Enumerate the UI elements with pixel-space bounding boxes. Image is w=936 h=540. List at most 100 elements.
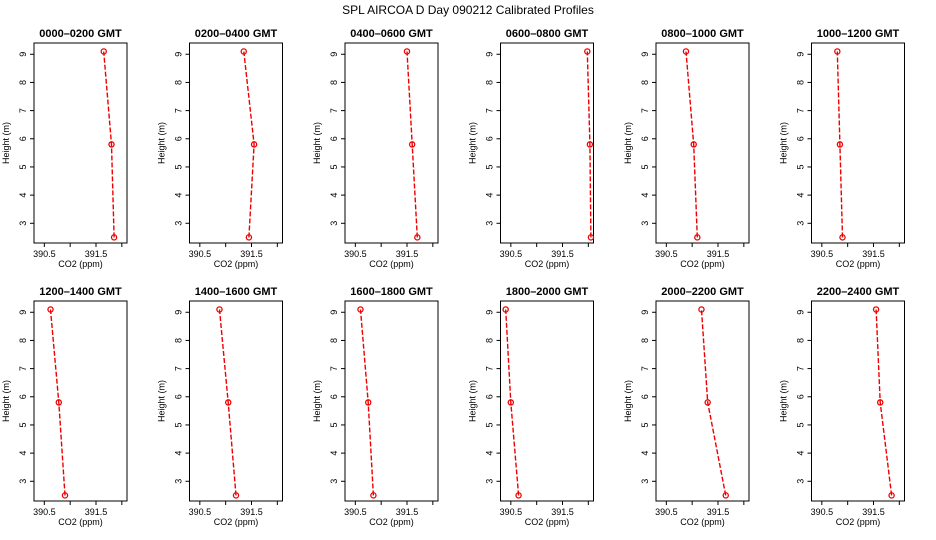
profile-line xyxy=(243,51,255,238)
x-tick-label: 390.5 xyxy=(811,249,834,259)
y-tick-label: 5 xyxy=(174,164,184,169)
x-axis-label: CO2 (ppm) xyxy=(369,259,414,269)
y-tick-label: 4 xyxy=(640,451,650,456)
x-tick-label: 390.5 xyxy=(500,507,523,517)
y-axis-label: Height (m) xyxy=(1,380,11,422)
y-tick-label: 4 xyxy=(796,193,806,198)
x-axis-label: CO2 (ppm) xyxy=(58,517,103,527)
y-tick-label: 7 xyxy=(485,366,495,371)
data-point xyxy=(584,48,591,55)
data-point xyxy=(232,492,240,499)
y-tick-label: 7 xyxy=(18,366,28,371)
data-point xyxy=(515,492,522,499)
y-tick-label: 9 xyxy=(329,310,339,315)
x-tick-label: 390.5 xyxy=(500,249,523,259)
y-tick-label: 4 xyxy=(796,451,806,456)
y-tick-label: 6 xyxy=(18,136,28,141)
y-tick-label: 7 xyxy=(329,366,339,371)
plot-frame xyxy=(344,42,439,244)
y-tick-label: 7 xyxy=(174,366,184,371)
y-tick-label: 8 xyxy=(796,338,806,343)
profile-line xyxy=(700,309,727,496)
y-tick-label: 5 xyxy=(174,422,184,427)
panel-title: 2200–2400 GMT xyxy=(817,286,900,298)
data-point xyxy=(839,234,846,241)
x-tick-label: 390.5 xyxy=(33,507,56,517)
data-point xyxy=(888,492,895,499)
y-tick-label: 3 xyxy=(329,221,339,226)
panel-title: 0400–0600 GMT xyxy=(350,28,433,40)
y-axis-label: Height (m) xyxy=(468,380,478,422)
y-tick-label: 5 xyxy=(18,164,28,169)
x-tick-label: 390.5 xyxy=(189,507,212,517)
y-tick-label: 7 xyxy=(485,108,495,113)
y-tick-label: 8 xyxy=(640,338,650,343)
data-point xyxy=(364,399,372,406)
y-tick-label: 3 xyxy=(640,479,650,484)
y-tick-label: 7 xyxy=(640,108,650,113)
profile-line xyxy=(505,309,520,496)
y-tick-label: 4 xyxy=(174,451,184,456)
profile-line xyxy=(875,309,893,496)
x-tick-label: 390.5 xyxy=(33,249,56,259)
x-tick-label: 391.5 xyxy=(396,507,419,517)
y-tick-label: 5 xyxy=(485,164,495,169)
y-axis-label: Height (m) xyxy=(623,122,633,164)
y-tick-label: 9 xyxy=(485,310,495,315)
y-tick-label: 6 xyxy=(174,136,184,141)
panel-title: 1000–1200 GMT xyxy=(817,28,900,40)
data-point xyxy=(834,48,841,55)
y-tick-label: 6 xyxy=(796,394,806,399)
y-tick-label: 9 xyxy=(796,310,806,315)
x-axis-label: CO2 (ppm) xyxy=(214,517,259,527)
data-point xyxy=(250,141,258,148)
y-axis-label: Height (m) xyxy=(623,380,633,422)
data-point xyxy=(55,399,63,406)
x-tick-label: 390.5 xyxy=(811,507,834,517)
data-point xyxy=(507,399,515,406)
data-point xyxy=(876,399,884,406)
profile-line xyxy=(586,51,592,238)
plot-frame xyxy=(811,300,905,502)
figure-title: SPL AIRCOA D Day 090212 Calibrated Profi… xyxy=(342,3,594,17)
x-axis-label: CO2 (ppm) xyxy=(525,517,570,527)
y-tick-label: 6 xyxy=(485,136,495,141)
x-tick-label: 390.5 xyxy=(189,249,212,259)
x-tick-label: 390.5 xyxy=(655,507,678,517)
plot-frame xyxy=(33,42,128,244)
profile-line xyxy=(685,51,698,238)
x-tick-label: 391.5 xyxy=(85,249,108,259)
y-tick-label: 4 xyxy=(485,451,495,456)
y-tick-label: 9 xyxy=(174,310,184,315)
y-tick-label: 8 xyxy=(174,338,184,343)
x-tick-label: 391.5 xyxy=(707,249,730,259)
x-tick-label: 391.5 xyxy=(551,507,574,517)
y-tick-label: 3 xyxy=(485,221,495,226)
y-axis-label: Height (m) xyxy=(157,122,167,164)
y-tick-label: 8 xyxy=(485,338,495,343)
x-axis-label: CO2 (ppm) xyxy=(369,517,414,527)
data-point xyxy=(704,399,711,406)
y-tick-label: 7 xyxy=(329,108,339,113)
plot-frame xyxy=(189,300,283,502)
data-point xyxy=(224,399,232,406)
y-tick-label: 4 xyxy=(18,193,28,198)
data-point xyxy=(240,48,247,55)
data-point xyxy=(245,234,253,241)
x-tick-label: 391.5 xyxy=(240,507,263,517)
x-tick-label: 391.5 xyxy=(240,249,263,259)
y-tick-label: 9 xyxy=(174,52,184,57)
plot-frame xyxy=(500,300,594,502)
profile-line xyxy=(359,309,375,496)
panel-title: 1800–2000 GMT xyxy=(506,286,589,298)
panel-title: 0800–1000 GMT xyxy=(661,28,744,40)
panel-title: 0600–0800 GMT xyxy=(506,28,589,40)
y-tick-label: 6 xyxy=(796,136,806,141)
y-tick-label: 9 xyxy=(329,52,339,57)
y-tick-label: 8 xyxy=(18,80,28,85)
